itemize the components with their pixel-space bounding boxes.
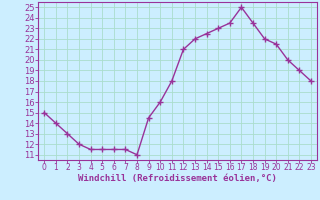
X-axis label: Windchill (Refroidissement éolien,°C): Windchill (Refroidissement éolien,°C) (78, 174, 277, 183)
